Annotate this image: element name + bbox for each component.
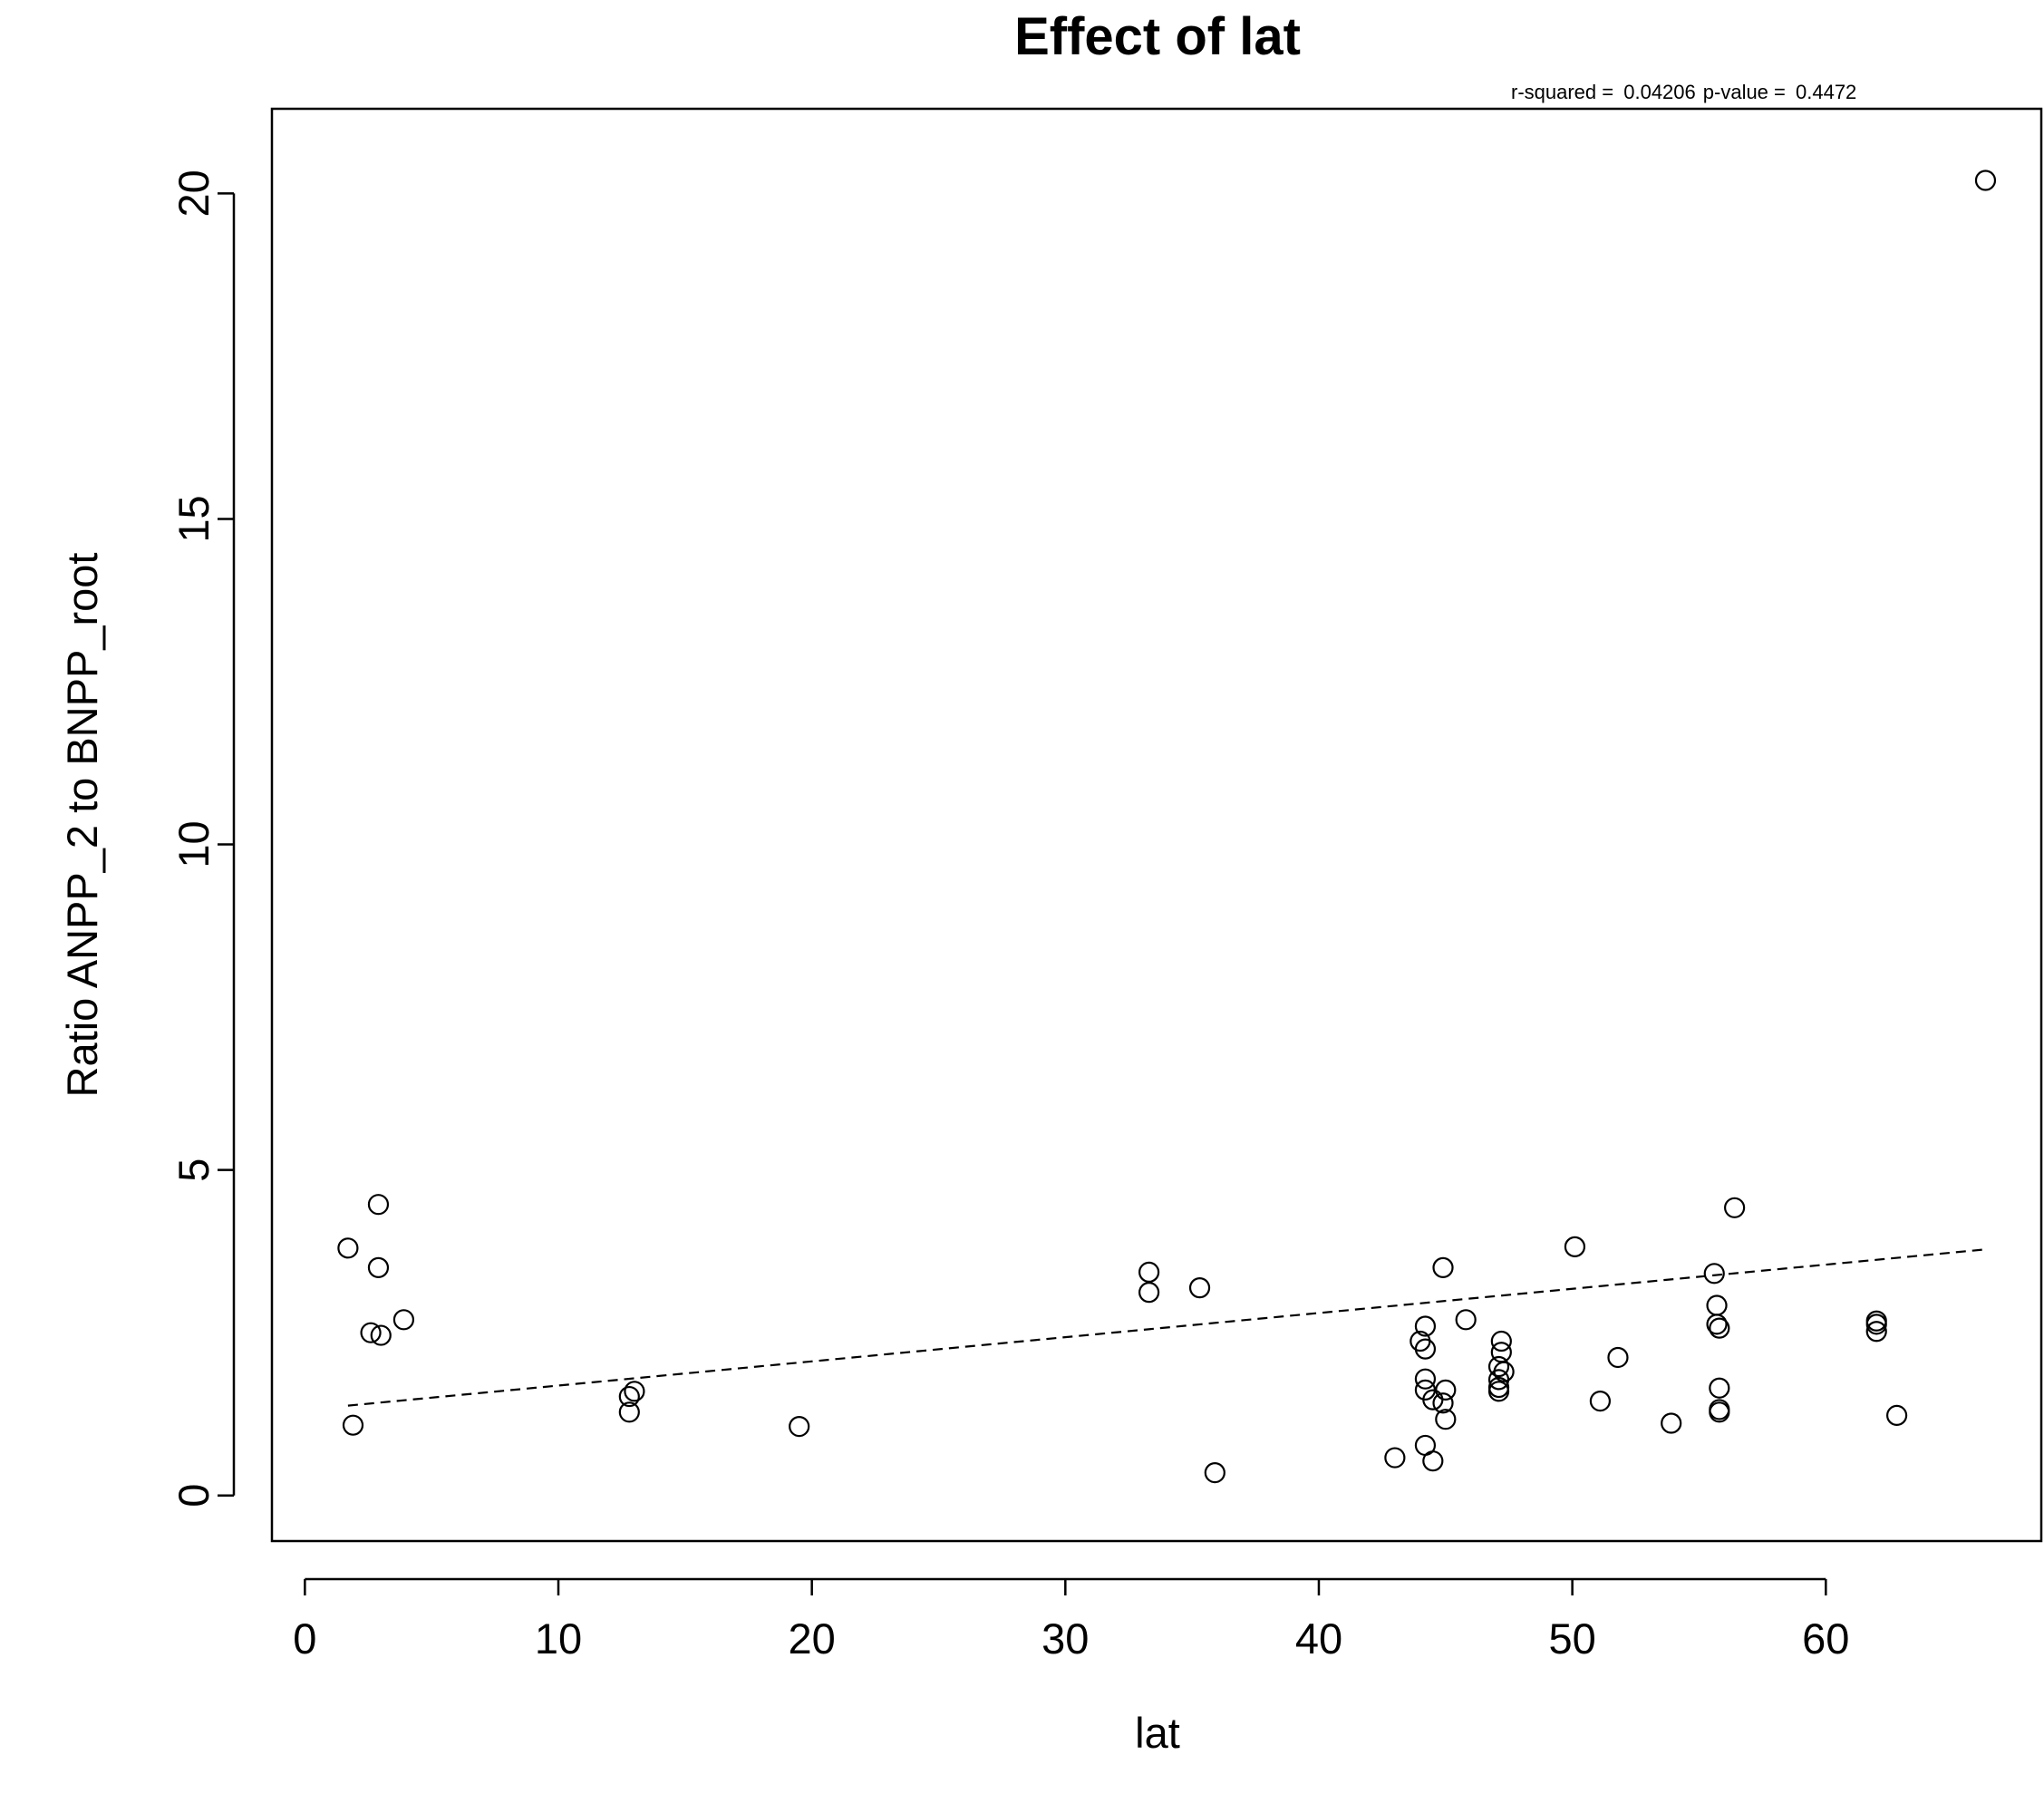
data-point xyxy=(370,1324,392,1346)
chart-title: Effect of lat xyxy=(1014,7,1301,66)
data-point xyxy=(1414,1368,1437,1390)
data-point xyxy=(360,1322,382,1343)
data-point xyxy=(1607,1346,1629,1369)
y-tick-label: 0 xyxy=(170,1484,218,1508)
r-squared-value: 0.04206 xyxy=(1623,81,1696,103)
y-tick-label: 5 xyxy=(170,1159,218,1182)
y-axis-label: Ratio ANPP_2 to BNPP_root xyxy=(58,553,106,1098)
data-point xyxy=(1709,1401,1730,1423)
data-point xyxy=(1589,1390,1611,1412)
data-point xyxy=(1490,1330,1512,1352)
p-value-value: 0.4472 xyxy=(1796,81,1856,103)
data-point xyxy=(367,1256,390,1278)
y-tick-label: 10 xyxy=(170,820,218,868)
regression-line xyxy=(347,1248,1986,1407)
data-point xyxy=(1384,1447,1406,1469)
data-point xyxy=(1455,1309,1477,1331)
regression-line-layer xyxy=(347,1248,1986,1407)
data-point xyxy=(1709,1377,1730,1399)
data-point xyxy=(367,1194,390,1216)
data-point xyxy=(1188,1277,1211,1299)
data-point xyxy=(1435,1409,1457,1430)
data-point xyxy=(1493,1361,1515,1382)
data-point xyxy=(1724,1197,1746,1218)
data-point xyxy=(1709,1317,1730,1339)
data-point xyxy=(1138,1282,1160,1304)
y-axis: 0 5 10 15 20 xyxy=(170,170,236,1508)
data-point xyxy=(337,1237,359,1259)
x-tick-label: 60 xyxy=(1802,1614,1849,1663)
points-layer xyxy=(337,170,1997,1484)
x-tick-label: 50 xyxy=(1548,1614,1595,1663)
data-point xyxy=(789,1415,810,1438)
data-point xyxy=(1414,1315,1437,1337)
data-point xyxy=(1487,1381,1510,1402)
data-point xyxy=(1414,1338,1437,1360)
data-point xyxy=(1706,1314,1728,1335)
data-point xyxy=(624,1381,645,1402)
y-tick-label: 15 xyxy=(170,495,218,542)
data-point xyxy=(1487,1355,1510,1378)
data-point xyxy=(618,1385,640,1408)
data-point xyxy=(1422,1450,1444,1472)
data-point xyxy=(1490,1342,1512,1363)
x-axis-label: lat xyxy=(1135,1709,1180,1757)
regression-stats: r-squared = 0.04206 p-value = 0.4472 xyxy=(1511,81,1856,103)
data-point xyxy=(1435,1379,1457,1401)
data-point xyxy=(1885,1404,1908,1426)
data-point xyxy=(1974,170,1997,191)
data-point xyxy=(1703,1263,1725,1285)
x-tick-label: 40 xyxy=(1295,1614,1342,1663)
r-squared-label: r-squared = xyxy=(1511,81,1619,103)
x-tick-label: 30 xyxy=(1041,1614,1089,1663)
plot-frame xyxy=(270,107,2043,1543)
data-point xyxy=(1865,1321,1887,1343)
data-point xyxy=(1865,1314,1887,1335)
x-tick-label: 20 xyxy=(789,1614,836,1663)
x-tick-label: 0 xyxy=(293,1614,316,1663)
data-point xyxy=(1432,1392,1454,1414)
data-point xyxy=(1138,1261,1160,1283)
data-point xyxy=(1564,1236,1586,1257)
data-point xyxy=(1661,1412,1682,1434)
x-axis: 0 10 20 30 40 50 60 xyxy=(293,1577,1849,1663)
data-point xyxy=(342,1414,364,1436)
data-point xyxy=(392,1309,415,1331)
data-point xyxy=(1432,1256,1454,1278)
data-point xyxy=(1706,1294,1728,1316)
y-tick-label: 20 xyxy=(170,170,218,217)
x-tick-label: 10 xyxy=(535,1614,582,1663)
data-point xyxy=(1204,1461,1225,1484)
data-point xyxy=(618,1401,640,1423)
p-value-label: p-value = xyxy=(1703,81,1791,103)
